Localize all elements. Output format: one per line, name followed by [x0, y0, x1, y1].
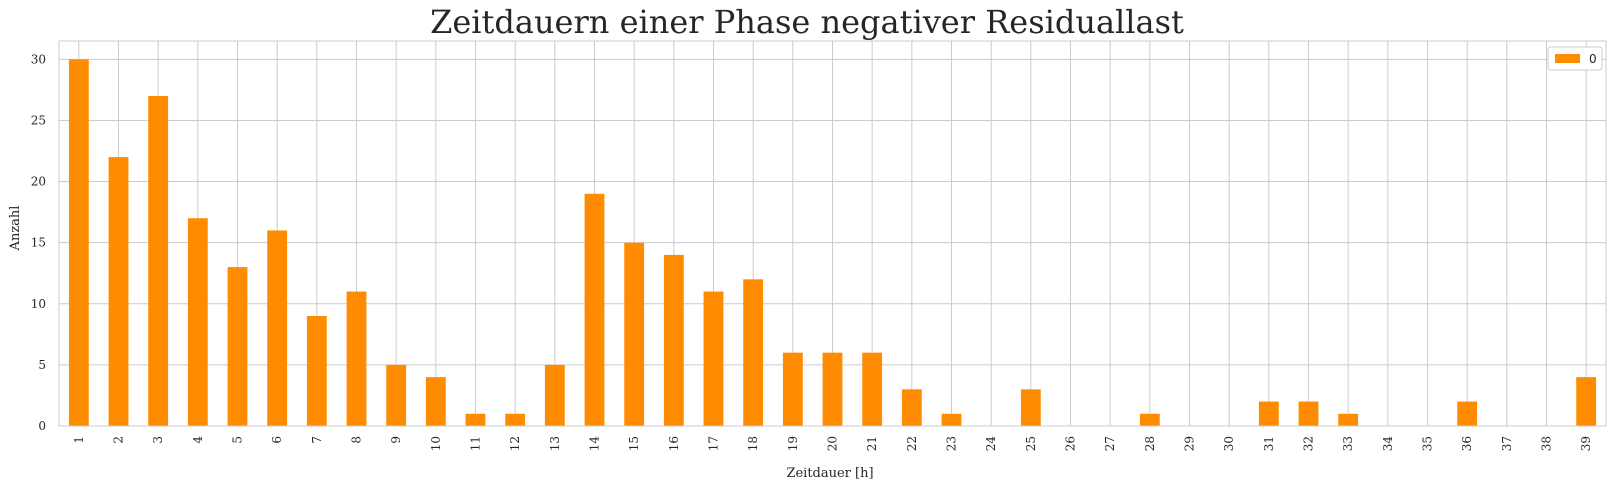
x-tick-label: 24 — [984, 436, 998, 452]
bar — [782, 352, 803, 426]
bar — [862, 352, 883, 426]
bar — [1457, 401, 1478, 426]
bar — [663, 254, 684, 426]
x-tick-label: 3 — [151, 436, 165, 444]
bar — [822, 352, 843, 426]
bar — [68, 59, 89, 426]
legend-label: 0 — [1589, 52, 1597, 66]
x-tick-label: 32 — [1302, 436, 1316, 451]
x-tick-label: 31 — [1262, 436, 1276, 451]
x-tick-label: 7 — [310, 436, 324, 444]
legend-swatch — [1555, 54, 1580, 63]
bar — [624, 242, 645, 426]
bar — [584, 193, 605, 426]
bar — [108, 157, 129, 426]
x-tick-label: 37 — [1500, 436, 1514, 451]
y-tick-labels: 0 5 10 15 20 25 30 — [31, 52, 46, 433]
bar — [267, 230, 288, 426]
x-tick-label: 39 — [1579, 436, 1593, 451]
bar — [1338, 413, 1359, 426]
x-tick-label: 1 — [72, 436, 86, 444]
x-tick-label: 14 — [588, 436, 602, 452]
x-tick-label: 22 — [905, 436, 919, 451]
bar — [465, 413, 486, 426]
x-tick-label: 36 — [1460, 436, 1474, 451]
bar — [941, 413, 962, 426]
x-tick-labels: 1 2 3 4 5 6 7 8 9 10 11 12 13 14 15 16 17 18 19 20 21 22 23 24 2… — [72, 436, 1593, 452]
y-tick-label: 20 — [31, 175, 46, 189]
bar — [148, 96, 169, 426]
bar — [544, 364, 565, 426]
bar — [703, 291, 724, 426]
bar — [1576, 377, 1597, 426]
x-tick-label: 16 — [667, 436, 681, 451]
legend: 0 — [1547, 46, 1603, 71]
y-axis-label: Anzahl — [8, 206, 23, 252]
chart-title: Zeitdauern einer Phase negativer Residua… — [430, 3, 1184, 41]
bar — [425, 377, 446, 426]
x-tick-label: 15 — [627, 436, 641, 451]
y-tick-label: 5 — [38, 358, 46, 372]
bar — [1298, 401, 1319, 426]
y-tick-label: 25 — [31, 113, 46, 127]
x-tick-label: 9 — [389, 436, 403, 444]
bars — [68, 59, 1597, 426]
bar — [1258, 401, 1279, 426]
bar — [346, 291, 367, 426]
x-tick-label: 18 — [746, 436, 760, 451]
y-tick-label: 10 — [31, 297, 46, 311]
x-tick-label: 38 — [1540, 436, 1554, 451]
x-tick-label: 4 — [191, 436, 205, 444]
bar — [1139, 413, 1160, 426]
bar — [1020, 389, 1041, 426]
x-tick-label: 6 — [270, 436, 284, 444]
x-tick-label: 28 — [1143, 436, 1157, 451]
x-tick-label: 21 — [865, 436, 879, 451]
x-tick-label: 34 — [1381, 436, 1395, 452]
x-tick-label: 25 — [1024, 436, 1038, 451]
y-tick-label: 0 — [38, 419, 46, 433]
bar — [901, 389, 922, 426]
bar — [386, 364, 407, 426]
bar — [227, 267, 248, 426]
x-tick-label: 5 — [231, 436, 245, 444]
bar — [743, 279, 764, 426]
x-tick-label: 26 — [1064, 436, 1078, 451]
x-tick-label: 11 — [469, 436, 483, 451]
x-tick-label: 17 — [707, 436, 721, 451]
axes-frame — [58, 40, 1607, 427]
bar — [306, 316, 327, 426]
x-axis-label: Zeitdauer [h] — [786, 466, 873, 481]
x-tick-label: 35 — [1421, 436, 1435, 451]
y-tick-label: 15 — [31, 236, 46, 250]
bar — [187, 218, 208, 426]
x-tick-label: 30 — [1222, 436, 1236, 451]
x-tick-label: 2 — [112, 436, 126, 444]
x-tick-label: 8 — [350, 436, 364, 444]
x-tick-label: 29 — [1183, 436, 1197, 451]
bar — [505, 413, 526, 426]
x-tick-label: 13 — [548, 436, 562, 451]
x-tick-label: 10 — [429, 436, 443, 451]
y-tick-label: 30 — [31, 52, 46, 66]
x-tick-label: 12 — [508, 436, 522, 451]
x-tick-label: 23 — [945, 436, 959, 451]
x-tick-label: 33 — [1341, 436, 1355, 451]
x-tick-label: 27 — [1103, 436, 1117, 451]
x-tick-label: 19 — [786, 436, 800, 451]
x-tick-label: 20 — [826, 436, 840, 451]
